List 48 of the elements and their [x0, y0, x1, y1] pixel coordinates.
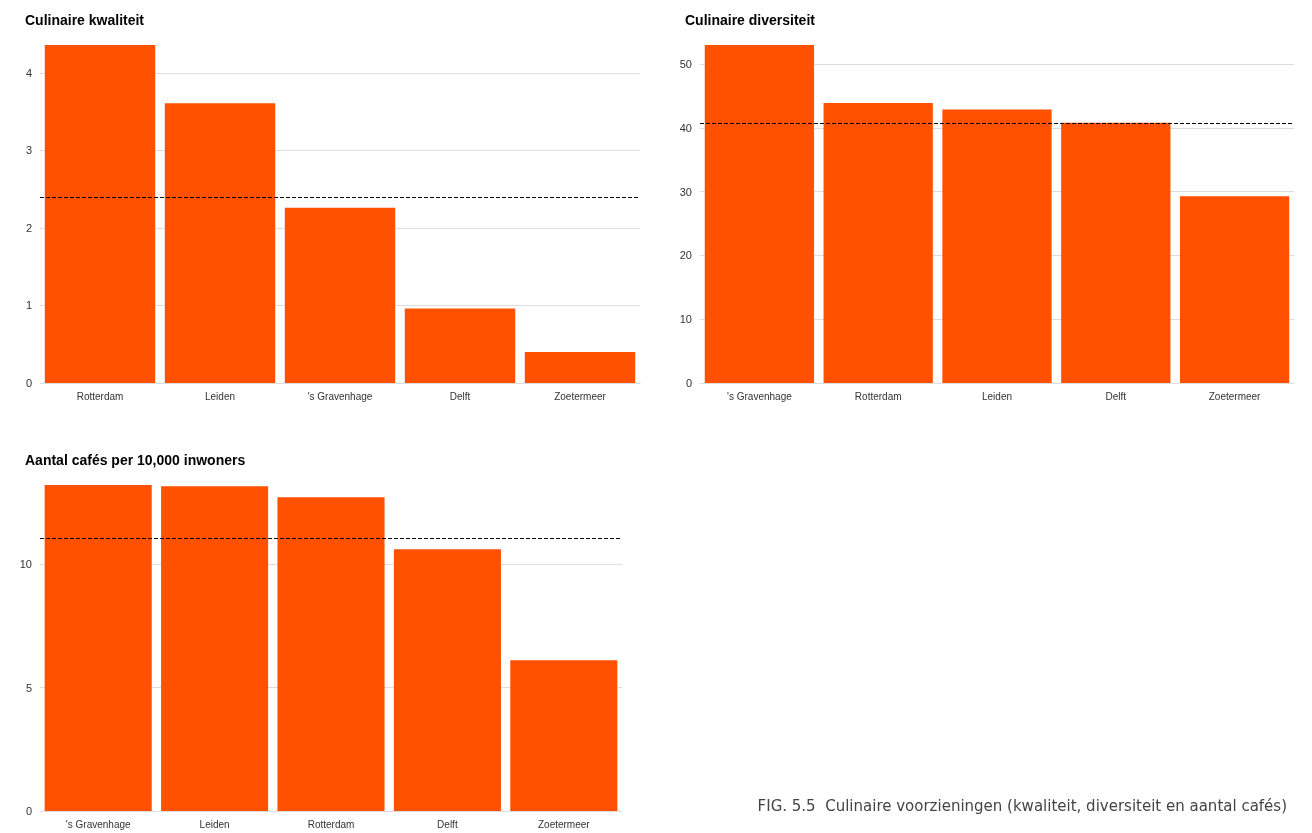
x-tick-label: Zoetermeer	[554, 390, 607, 402]
bar	[393, 549, 501, 811]
x-tick-label: 's Gravenhage	[727, 390, 793, 402]
x-tick-label: Rotterdam	[307, 818, 355, 830]
x-tick-label: Delft	[449, 390, 471, 402]
y-tick-label: 2	[25, 221, 32, 234]
bar	[164, 103, 276, 383]
y-tick-label: 3	[25, 144, 32, 157]
bar	[44, 485, 152, 811]
y-tick-label: 10	[19, 558, 32, 571]
bar	[404, 308, 516, 383]
y-tick-label: 30	[679, 185, 692, 198]
bar	[510, 660, 618, 811]
y-tick-label: 5	[25, 681, 32, 694]
bar	[524, 351, 636, 383]
chart-title: Culinaire kwaliteit	[25, 12, 145, 28]
y-tick-label: 0	[685, 377, 692, 389]
bar	[823, 103, 933, 383]
bar	[942, 109, 1052, 383]
y-tick-label: 40	[679, 121, 692, 134]
x-tick-label: Delft	[437, 818, 458, 830]
y-tick-label: 4	[25, 66, 32, 79]
bar	[161, 486, 269, 811]
x-tick-label: Delft	[1105, 390, 1127, 402]
x-tick-label: 's Gravenhage	[307, 390, 373, 402]
bar	[277, 497, 385, 811]
caption: FIG. 5.5 Culinaire voorzieningen (kwaliteit, diversiteit en aantal cafés)	[757, 796, 1288, 815]
x-tick-label: Leiden	[199, 818, 230, 830]
bar	[44, 45, 156, 383]
chart-title: Culinaire diversiteit	[685, 12, 816, 28]
bar	[704, 45, 815, 383]
x-tick-label: Rotterdam	[854, 390, 902, 402]
y-tick-label: 0	[25, 377, 32, 389]
y-tick-label: 10	[679, 313, 692, 326]
bar	[1179, 196, 1290, 383]
x-tick-label: Zoetermeer	[1208, 390, 1262, 402]
chart-title: Aantal cafés per 10,000 inwoners	[25, 452, 246, 468]
x-tick-label: Zoetermeer	[537, 818, 591, 830]
x-tick-label: Leiden	[204, 390, 236, 402]
y-tick-label: 20	[679, 249, 692, 262]
bar	[284, 207, 396, 383]
y-tick-label: 0	[25, 805, 32, 817]
y-tick-label: 1	[25, 299, 32, 312]
bar	[1061, 122, 1171, 383]
x-tick-label: 's Gravenhage	[65, 818, 131, 830]
y-tick-label: 50	[679, 58, 692, 71]
x-tick-label: Leiden	[981, 390, 1013, 402]
x-tick-label: Rotterdam	[76, 390, 124, 402]
